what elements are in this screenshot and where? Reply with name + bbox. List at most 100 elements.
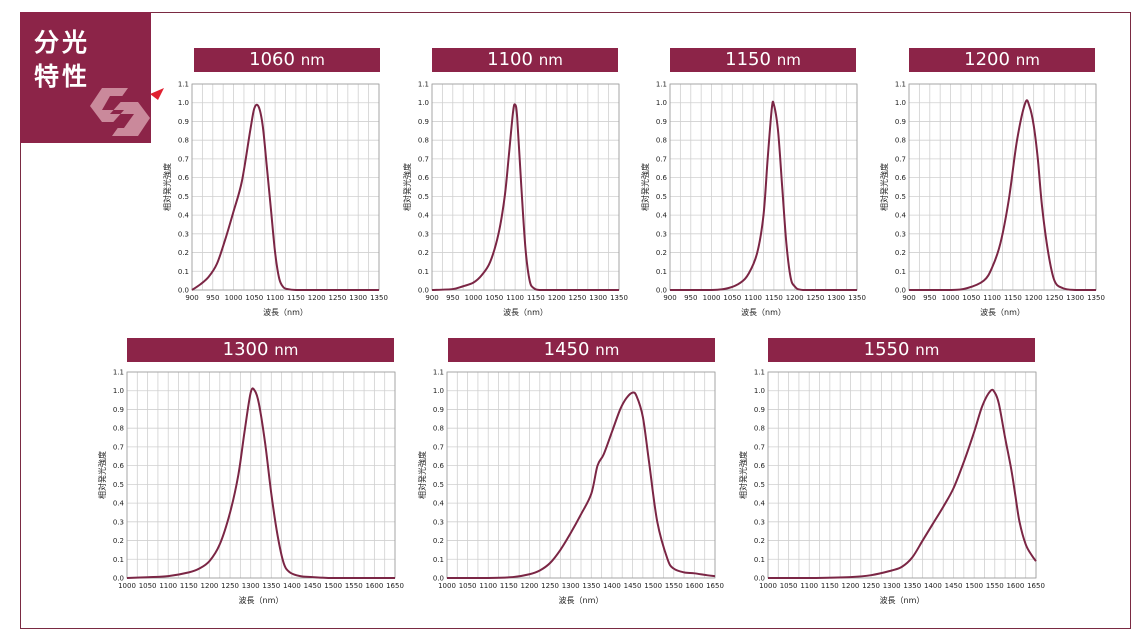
y-tick-label: 0.9	[433, 406, 444, 414]
x-tick-label: 1500	[644, 582, 662, 590]
y-tick-label: 0.8	[656, 137, 667, 145]
x-tick-label: 1600	[365, 582, 383, 590]
y-tick-label: 0.5	[418, 193, 429, 201]
x-tick-label: 1550	[345, 582, 363, 590]
y-tick-label: 0.2	[656, 249, 667, 257]
plot-border	[191, 83, 380, 291]
y-tick-label: 0.3	[178, 230, 189, 238]
y-tick-label: 0.6	[895, 174, 907, 182]
chart-title-3: 1150	[725, 49, 771, 70]
y-tick-label: 0.6	[433, 462, 445, 470]
x-tick-label: 1050	[245, 294, 263, 302]
chart-title-unit-4: nm	[1015, 51, 1040, 69]
x-tick-label: 1600	[1006, 582, 1024, 590]
y-tick-label: 0.6	[113, 462, 125, 470]
y-tick-label: 0.1	[433, 556, 444, 564]
x-tick-label: 1100	[983, 294, 1001, 302]
spectrum-line	[768, 388, 1037, 579]
chart-title-6: 1450	[543, 339, 590, 360]
plot-border	[446, 371, 716, 579]
x-tick-label: 1200	[548, 294, 566, 302]
y-tick-label: 0.8	[178, 137, 189, 145]
chart-title-7: 1550	[863, 339, 910, 360]
x-tick-label: 1250	[329, 294, 347, 302]
x-tick-label: 1500	[324, 582, 342, 590]
x-tick-label: 1350	[848, 294, 866, 302]
x-tick-label: 1300	[1066, 294, 1084, 302]
plot-border	[431, 83, 620, 291]
y-tick-label: 0.3	[433, 518, 444, 526]
section-title-line2: 特性	[34, 62, 91, 91]
y-tick-label: 0.5	[754, 481, 765, 489]
y-tick-label: 1.1	[754, 369, 765, 377]
y-tick-label: 0.7	[178, 155, 189, 163]
x-axis-label: 波長（nm）	[263, 307, 308, 317]
x-tick-label: 1200	[201, 582, 219, 590]
chart-header-1: 1060 nm	[194, 48, 380, 72]
chart-title-unit-7: nm	[915, 341, 940, 359]
x-tick-label: 1250	[862, 582, 880, 590]
y-tick-label: 1.0	[178, 99, 189, 107]
x-tick-label: 950	[446, 294, 459, 302]
y-axis-label: 相対発光強度	[97, 451, 107, 499]
x-tick-label: 1100	[744, 294, 762, 302]
y-tick-label: 1.0	[418, 99, 429, 107]
spectrum-line	[447, 391, 716, 579]
x-tick-label: 950	[206, 294, 219, 302]
x-axis-label: 波長（nm）	[980, 307, 1025, 317]
x-axis-label: 波長（nm）	[239, 595, 284, 605]
plot-border	[669, 83, 858, 291]
y-tick-label: 0.4	[656, 212, 668, 220]
y-tick-label: 0.0	[433, 575, 444, 583]
y-tick-label: 0.9	[418, 118, 429, 126]
x-tick-label: 1150	[287, 294, 305, 302]
y-axis-label: 相対発光強度	[402, 163, 412, 211]
y-tick-label: 0.4	[113, 500, 125, 508]
x-tick-label: 1050	[459, 582, 477, 590]
x-tick-label: 1450	[624, 582, 642, 590]
y-tick-label: 0.0	[418, 287, 429, 295]
y-tick-label: 1.1	[178, 81, 189, 89]
x-tick-label: 1300	[562, 582, 580, 590]
x-tick-label: 1150	[527, 294, 545, 302]
x-tick-label: 1050	[780, 582, 798, 590]
x-tick-label: 1150	[180, 582, 198, 590]
section-title-line1: 分光	[34, 28, 91, 57]
y-tick-label: 0.0	[113, 575, 124, 583]
y-tick-label: 1.1	[113, 369, 124, 377]
y-tick-label: 0.1	[418, 268, 429, 276]
x-axis-label: 波長（nm）	[559, 595, 604, 605]
y-tick-label: 0.3	[113, 518, 124, 526]
chart-title-4: 1200	[964, 49, 1010, 70]
chart-title-unit-2: nm	[538, 51, 563, 69]
y-tick-label: 0.8	[418, 137, 429, 145]
y-tick-label: 0.5	[656, 193, 667, 201]
chart-header-6: 1450 nm	[448, 338, 715, 362]
x-tick-label: 1350	[582, 582, 600, 590]
x-tick-label: 1100	[800, 582, 818, 590]
y-tick-label: 0.6	[178, 174, 190, 182]
y-axis-label: 相対発光強度	[417, 451, 427, 499]
y-tick-label: 0.0	[178, 287, 189, 295]
y-tick-label: 0.7	[656, 155, 667, 163]
y-tick-label: 0.3	[754, 518, 765, 526]
y-tick-label: 0.9	[113, 406, 124, 414]
y-tick-label: 0.0	[895, 287, 906, 295]
x-tick-label: 1000	[942, 294, 960, 302]
x-tick-label: 1000	[759, 582, 777, 590]
plot-border	[908, 83, 1097, 291]
y-tick-label: 0.7	[113, 443, 124, 451]
y-tick-label: 0.1	[656, 268, 667, 276]
y-tick-label: 1.1	[418, 81, 429, 89]
y-tick-label: 0.7	[433, 443, 444, 451]
y-tick-label: 0.5	[113, 481, 124, 489]
y-tick-label: 0.8	[433, 425, 444, 433]
x-tick-label: 1100	[479, 582, 497, 590]
y-tick-label: 1.1	[656, 81, 667, 89]
x-tick-label: 1400	[603, 582, 621, 590]
y-tick-label: 0.2	[113, 537, 124, 545]
y-tick-label: 0.4	[418, 212, 430, 220]
